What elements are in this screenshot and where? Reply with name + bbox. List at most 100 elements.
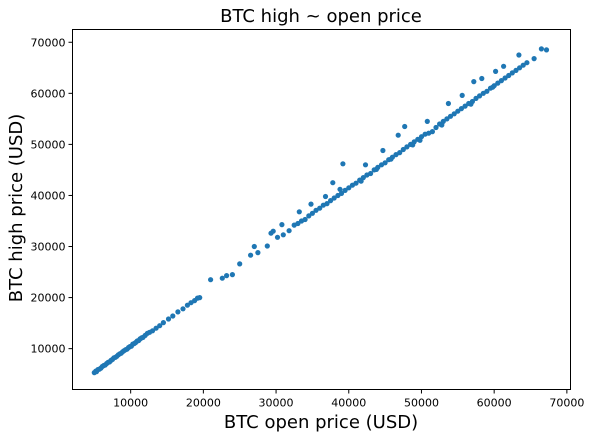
scatter-point — [382, 160, 388, 166]
scatter-point — [270, 228, 276, 234]
scatter-point — [264, 243, 270, 249]
scatter-point — [493, 68, 499, 74]
y-axis: 10000 20000 30000 40000 50000 60000 70000 — [31, 36, 73, 356]
x-tick-label: 50000 — [404, 397, 439, 410]
scatter-point — [306, 213, 312, 219]
scatter-point — [255, 250, 261, 256]
scatter-point — [353, 180, 359, 186]
scatter-point — [302, 216, 308, 223]
scatter-point — [237, 261, 243, 267]
scatter-point — [543, 47, 550, 53]
scatter-point — [468, 101, 474, 107]
scatter-point — [424, 118, 430, 124]
y-tick-label: 70000 — [31, 36, 66, 49]
scatter-point — [447, 113, 454, 119]
scatter-point — [498, 78, 504, 84]
scatter-point — [219, 275, 225, 281]
scatter-point — [501, 63, 507, 69]
scatter-point — [516, 52, 522, 58]
scatter-point — [208, 277, 214, 283]
scatter-point — [170, 313, 176, 319]
scatter-point — [317, 205, 323, 211]
scatter-point — [338, 190, 345, 196]
y-tick-label: 30000 — [31, 241, 66, 254]
chart-title: BTC high ~ open price — [220, 6, 422, 27]
scatter-point — [380, 147, 386, 154]
scatter-point — [455, 108, 461, 114]
scatter-point — [400, 146, 406, 153]
scatter-point — [328, 198, 334, 204]
scatter-point — [445, 100, 451, 107]
scatter-point — [251, 243, 257, 250]
x-tick-label: 30000 — [259, 397, 294, 410]
x-tick-label: 70000 — [549, 397, 584, 410]
y-tick-label: 60000 — [31, 87, 66, 100]
scatter-point — [417, 137, 423, 143]
scatter-point — [439, 122, 445, 128]
x-tick-label: 40000 — [331, 397, 366, 410]
scatter-point — [459, 92, 465, 98]
y-tick-label: 50000 — [31, 138, 66, 151]
x-tick-label: 20000 — [186, 397, 221, 410]
scatter-point — [224, 273, 230, 279]
x-tick-label: 10000 — [113, 397, 148, 410]
scatter-point — [309, 210, 315, 216]
scatter-point — [517, 65, 523, 71]
scatter-point — [444, 116, 450, 122]
scatter-point — [429, 129, 435, 135]
scatter-point — [362, 162, 369, 168]
scatter-point — [197, 295, 203, 301]
scatter-point — [274, 234, 281, 240]
scatter-point — [373, 166, 379, 172]
y-tick-label: 20000 — [31, 292, 66, 305]
x-axis: 10000 20000 30000 40000 50000 60000 70000 — [113, 389, 584, 410]
x-axis-label: BTC open price (USD) — [224, 412, 418, 433]
data-points — [91, 46, 550, 376]
scatter-point — [395, 132, 401, 138]
scatter-point — [280, 232, 286, 238]
scatter-point — [477, 93, 483, 99]
scatter-point — [165, 316, 172, 322]
scatter-point — [479, 75, 485, 82]
scatter-point — [531, 56, 537, 62]
scatter-point — [330, 180, 336, 186]
scatter-point — [175, 309, 181, 315]
scatter-point — [149, 328, 156, 334]
scatter-point — [397, 150, 403, 156]
scatter-point — [229, 272, 235, 278]
scatter-point — [296, 209, 302, 215]
scatter-point — [308, 201, 314, 207]
plot-frame — [72, 29, 571, 390]
scatter-point — [538, 46, 545, 52]
scatter-point — [524, 60, 530, 66]
scatter-point — [157, 323, 163, 329]
scatter-point — [458, 106, 464, 112]
scatter-point — [404, 144, 410, 150]
scatter-point — [509, 70, 515, 76]
scatter-point — [322, 193, 329, 200]
scatter-point — [506, 72, 512, 79]
scatter-point — [368, 170, 374, 177]
scatter-point — [410, 142, 416, 148]
scatter-point — [490, 84, 496, 90]
y-axis-label: BTC high price (USD) — [6, 114, 27, 303]
scatter-point — [279, 222, 285, 228]
scatter-point — [180, 306, 186, 312]
scatter-point — [462, 103, 468, 109]
scatter-point — [484, 88, 490, 94]
scatter-point — [513, 67, 519, 73]
scatter-point — [388, 156, 394, 162]
y-tick-label: 40000 — [31, 189, 66, 202]
scatter-point — [471, 79, 477, 85]
scatter-point — [337, 186, 343, 192]
scatter-point — [346, 185, 352, 191]
scatter-point — [331, 195, 337, 201]
scatter-point — [402, 123, 408, 130]
scatter-point — [248, 252, 254, 258]
scatter-point — [286, 228, 292, 234]
scatter-point — [342, 187, 348, 193]
scatter-point — [358, 178, 364, 184]
scatter-point — [340, 161, 346, 167]
x-tick-label: 60000 — [477, 397, 512, 410]
